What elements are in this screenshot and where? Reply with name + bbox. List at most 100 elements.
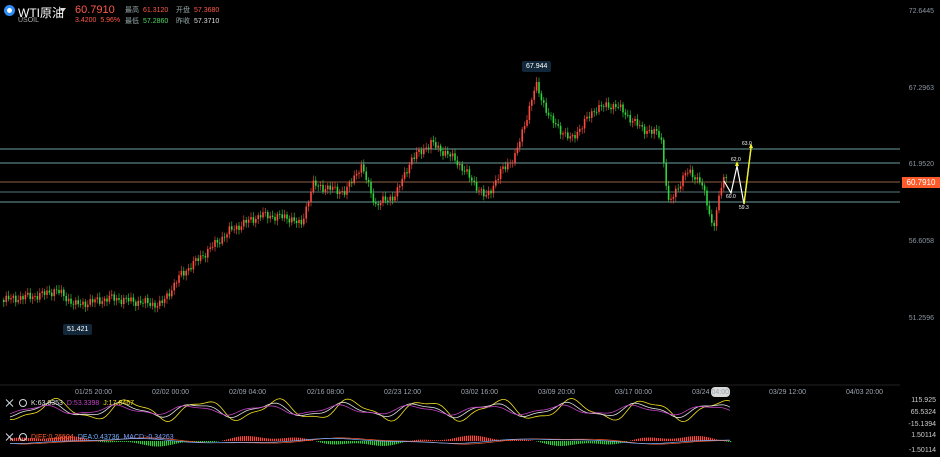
macd-bar <box>584 441 586 444</box>
macd-bar <box>322 441 324 444</box>
change-percent: 5.96% <box>100 17 121 24</box>
macd-bar <box>530 440 532 441</box>
macd-bar <box>396 441 398 445</box>
macd-bar <box>74 436 76 441</box>
candle-body <box>691 169 694 178</box>
macd-bar <box>30 438 32 441</box>
prev-close-value: 57.3710 <box>194 18 220 25</box>
macd-bar <box>104 441 106 443</box>
candle-body <box>327 185 329 190</box>
macd-bar <box>680 437 682 441</box>
candle-body <box>245 219 247 223</box>
candle-body <box>279 214 281 215</box>
candle-body <box>118 298 120 300</box>
macd-bar <box>692 436 694 441</box>
candle-body <box>65 295 67 302</box>
candle-body <box>478 190 480 192</box>
candle-body <box>567 132 569 139</box>
macd-bar <box>648 437 650 441</box>
macd-bar <box>130 441 132 443</box>
candle-body <box>533 90 535 100</box>
candle-body <box>111 294 113 296</box>
macd-bar <box>236 437 238 441</box>
candle-body <box>547 112 550 116</box>
candle-body <box>377 203 379 206</box>
candle-body <box>41 291 43 294</box>
candle-body <box>463 170 466 172</box>
candle-body <box>372 193 375 203</box>
price-tick: 72.6445 <box>908 8 934 15</box>
close-macd-icon[interactable] <box>5 432 15 442</box>
candle-body <box>677 188 679 190</box>
macd-bar <box>180 441 182 443</box>
macd-bar <box>696 436 698 441</box>
macd-bar <box>588 441 590 444</box>
macd-bar <box>464 436 466 441</box>
instrument-title[interactable]: WTI原油 <box>18 6 64 20</box>
macd-bar <box>684 437 686 441</box>
candle-body <box>394 196 396 201</box>
candle-body <box>154 302 156 308</box>
macd-bar <box>670 438 672 441</box>
candle-body <box>483 189 485 197</box>
macd-bar <box>278 438 280 441</box>
macd-bar <box>234 437 236 441</box>
macd-dea-line <box>10 438 730 444</box>
price-tick: 61.9520 <box>908 161 934 168</box>
macd-bar <box>384 441 386 446</box>
candle-body <box>99 297 101 304</box>
macd-bar <box>708 437 710 441</box>
candle-body <box>540 93 543 101</box>
candle-body <box>89 299 91 305</box>
macd-bar <box>226 439 228 441</box>
macd-bar <box>662 438 664 441</box>
macd-bar <box>134 441 136 443</box>
macd-bar <box>286 437 288 441</box>
macd-bar <box>254 436 256 441</box>
candle-body <box>439 145 442 152</box>
macd-bar <box>318 441 320 443</box>
macd-bar <box>206 441 208 443</box>
macd-settings-icon[interactable] <box>19 433 27 441</box>
candle-body <box>113 294 115 301</box>
candle-body <box>425 147 427 150</box>
instrument-dropdown-icon[interactable] <box>60 8 66 12</box>
candle-body <box>334 186 336 188</box>
candle-body <box>576 131 579 139</box>
candle-body <box>399 186 401 188</box>
low-label: 最低 <box>125 18 139 25</box>
candle-body <box>137 300 139 306</box>
macd-bar <box>456 437 458 441</box>
candle-body <box>190 268 192 270</box>
candle-body <box>79 304 82 306</box>
macd-bar <box>712 438 714 441</box>
macd-bar <box>28 437 30 441</box>
candle-body <box>487 190 490 196</box>
candle-body <box>216 239 219 243</box>
candle-body <box>339 191 341 195</box>
candle-body <box>516 147 519 154</box>
macd-bar <box>368 441 370 445</box>
macd-bar <box>566 441 568 446</box>
low-value: 57.2860 <box>143 18 169 25</box>
candle-body <box>456 160 459 166</box>
macd-bar <box>106 441 108 443</box>
macd-bar <box>714 438 716 441</box>
macd-bar <box>694 436 696 441</box>
candle-body <box>171 290 173 297</box>
candle-body <box>257 215 259 220</box>
macd-bar <box>232 437 234 441</box>
macd-bar <box>198 441 200 443</box>
candle-body <box>96 297 99 300</box>
candle-body <box>341 191 343 192</box>
candle-body <box>274 216 276 221</box>
candle-body <box>718 195 720 211</box>
kdj-settings-icon[interactable] <box>19 399 27 407</box>
candle-body <box>115 298 118 301</box>
macd-bar <box>80 437 82 441</box>
macd-bar <box>478 435 480 441</box>
macd-bar <box>280 438 282 441</box>
macd-bar <box>682 437 684 441</box>
close-kdj-icon[interactable] <box>5 398 15 408</box>
